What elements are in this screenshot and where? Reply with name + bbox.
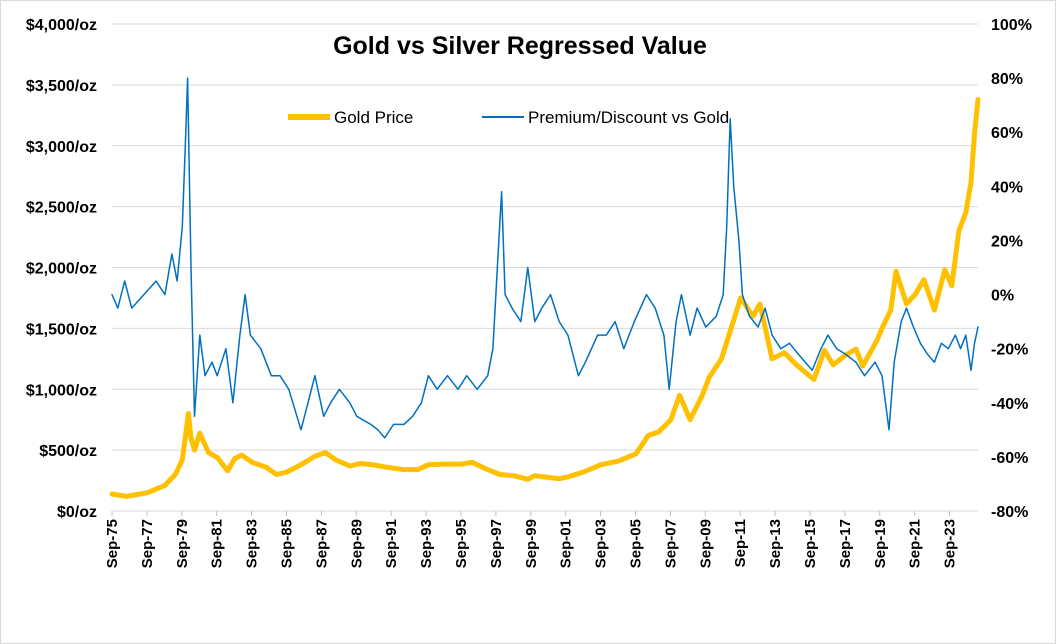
- x-tick-label: Sep-89: [348, 519, 365, 568]
- x-tick-label: Sep-21: [907, 519, 924, 568]
- left-axis: $0/oz $500/oz $1,000/oz $1,500/oz $2,000/oz $…: [26, 17, 97, 521]
- chart-title: Gold vs Silver Regressed Value: [333, 32, 707, 60]
- left-tick-label: $1,500/oz: [26, 321, 97, 338]
- x-tick-label: Sep-05: [627, 519, 644, 568]
- left-tick-label: $4,000/oz: [26, 17, 97, 34]
- right-tick-label: -20%: [991, 342, 1028, 359]
- x-tick-label: Sep-79: [174, 519, 191, 568]
- right-tick-label: 60%: [991, 125, 1023, 142]
- left-tick-label: $500/oz: [39, 443, 97, 460]
- x-tick-label: Sep-09: [697, 519, 714, 568]
- x-tick-label: Sep-13: [767, 519, 784, 568]
- x-tick-label: Sep-23: [942, 519, 959, 568]
- right-tick-label: 40%: [991, 179, 1023, 196]
- x-tick-label: Sep-17: [837, 519, 854, 568]
- x-tick-label: Sep-97: [488, 519, 505, 568]
- right-tick-label: 20%: [991, 233, 1023, 250]
- x-axis: Sep-75 Sep-77 Sep-79 Sep-81 Sep-83 Sep-85 Sep-…: [104, 510, 978, 568]
- left-tick-label: $2,000/oz: [26, 261, 97, 278]
- right-tick-label: 80%: [991, 71, 1023, 88]
- legend-label-premium: Premium/Discount vs Gold: [528, 108, 729, 127]
- series-line-gold-price: [109, 97, 981, 499]
- x-tick-label: Sep-87: [313, 519, 330, 568]
- legend: Gold Price Premium/Discount vs Gold: [288, 108, 729, 127]
- x-tick-label: Sep-03: [593, 519, 610, 568]
- right-axis: -80% -60% -40% -20% 0% 20% 40% 60% 80% 100%: [991, 17, 1032, 521]
- right-tick-label: 100%: [991, 17, 1032, 34]
- left-tick-label: $1,000/oz: [26, 382, 97, 399]
- x-tick-label: Sep-07: [662, 519, 679, 568]
- x-tick-label: Sep-95: [453, 519, 470, 568]
- x-tick-label: Sep-81: [209, 519, 226, 568]
- left-tick-label: $2,500/oz: [26, 200, 97, 217]
- x-tick-label: Sep-77: [139, 519, 156, 568]
- plot-area: [109, 77, 981, 499]
- x-tick-label: Sep-83: [244, 519, 261, 568]
- left-tick-label: $0/oz: [57, 504, 97, 521]
- right-tick-label: -60%: [991, 450, 1028, 467]
- left-tick-label: $3,500/oz: [26, 78, 97, 95]
- x-tick-label: Sep-11: [732, 519, 749, 567]
- series-line-premium-discount: [111, 77, 979, 439]
- x-tick-label: Sep-01: [558, 519, 575, 568]
- legend-label-gold: Gold Price: [334, 108, 413, 127]
- x-tick-label: Sep-75: [104, 519, 121, 568]
- right-tick-label: -80%: [991, 504, 1028, 521]
- gridlines: [112, 23, 978, 512]
- x-tick-label: Sep-99: [523, 519, 540, 568]
- x-tick-label: Sep-15: [802, 519, 819, 568]
- right-tick-label: 0%: [991, 288, 1014, 305]
- x-tick-label: Sep-19: [872, 519, 889, 568]
- x-tick-label: Sep-85: [278, 519, 295, 568]
- x-tick-label: Sep-91: [383, 519, 400, 568]
- right-tick-label: -40%: [991, 396, 1028, 413]
- left-tick-label: $3,000/oz: [26, 139, 97, 156]
- x-tick-label: Sep-93: [418, 519, 435, 568]
